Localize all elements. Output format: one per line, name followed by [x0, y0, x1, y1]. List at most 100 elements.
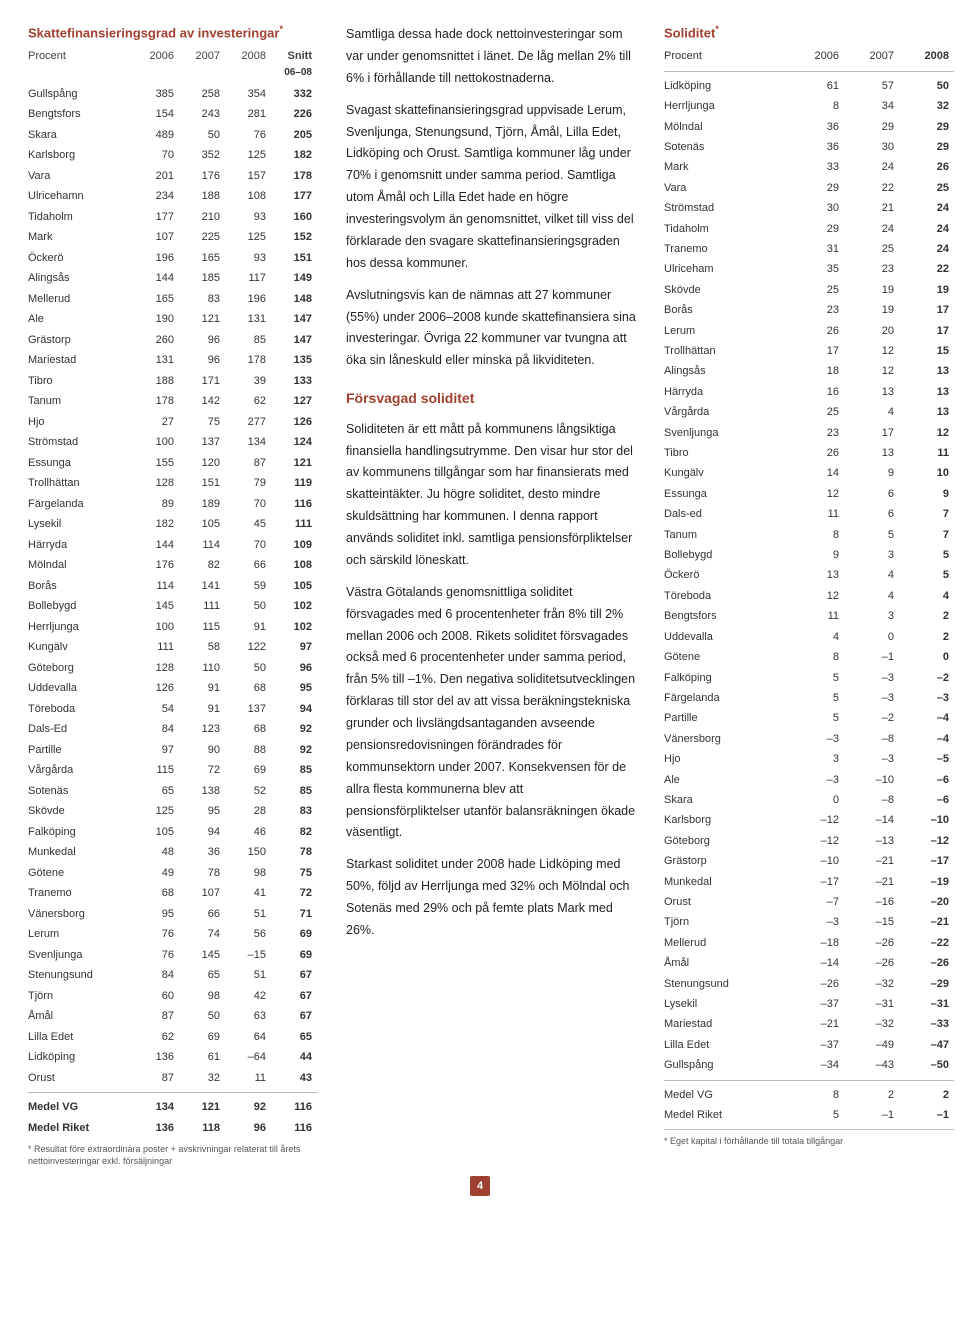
- table-row: Partille5–2–4: [664, 708, 954, 728]
- table-row: Öckerö19616593151: [28, 248, 318, 269]
- t1-col-2007: 2007: [174, 46, 220, 67]
- table-row: Orust87321143: [28, 1068, 318, 1089]
- table-row: Lysekil–37–31–31: [664, 994, 954, 1014]
- table-row: Färgelanda8918970116: [28, 494, 318, 515]
- table-row: Skara4895076205: [28, 125, 318, 146]
- t2-col-label: Procent: [664, 46, 784, 66]
- table-summary-row: Medel VG822: [664, 1085, 954, 1105]
- table-row: Töreboda1244: [664, 586, 954, 606]
- table-row: Falköping105944682: [28, 822, 318, 843]
- table-row: Stenungsund84655167: [28, 965, 318, 986]
- body-p3: Avslutningsvis kan de nämnas att 27 komm…: [346, 285, 636, 373]
- body-p6: Starkast soliditet under 2008 hade Lidkö…: [346, 854, 636, 942]
- table-row: Göteborg1281105096: [28, 658, 318, 679]
- table-row: Gullspång–34–43–50: [664, 1055, 954, 1075]
- table1-rule: [28, 1092, 318, 1093]
- t1-col-snitt: Snitt: [266, 46, 312, 67]
- table-row: Ale–3–10–6: [664, 770, 954, 790]
- table-row: Partille97908892: [28, 740, 318, 761]
- table-row: Hjo3–3–5: [664, 749, 954, 769]
- table-row: Alingsås181213: [664, 361, 954, 381]
- table-row: Essunga1269: [664, 484, 954, 504]
- subheading-soliditet: Försvagad soliditet: [346, 386, 636, 411]
- table-row: Lilla Edet62696465: [28, 1027, 318, 1048]
- table-row: Tidaholm292424: [664, 219, 954, 239]
- table-row: Mariestad–21–32–33: [664, 1014, 954, 1034]
- table-row: Härryda14411470109: [28, 535, 318, 556]
- table-row: Töreboda549113794: [28, 699, 318, 720]
- table-row: Borås231917: [664, 300, 954, 320]
- table-row: Skara0–8–6: [664, 790, 954, 810]
- table-row: Vänersborg–3–8–4: [664, 729, 954, 749]
- page-layout: Skattefinansieringsgrad av investeringar…: [28, 24, 932, 1168]
- table2-rule-top: [664, 71, 954, 72]
- table-row: Mellerud16583196148: [28, 289, 318, 310]
- column-right: Soliditet* Procent 2006 2007 2008 Lidköp…: [664, 24, 954, 1168]
- column-middle: Samtliga dessa hade dock nettoinvesterin…: [346, 24, 636, 1168]
- table-row: Bengtsfors154243281226: [28, 104, 318, 125]
- table2-rule-bot: [664, 1129, 954, 1130]
- table-row: Grästorp–10–21–17: [664, 851, 954, 871]
- table-row: Sotenäs363029: [664, 137, 954, 157]
- t1-col-2006: 2006: [128, 46, 174, 67]
- table-row: Tjörn60984267: [28, 986, 318, 1007]
- table-row: Trollhättan12815179119: [28, 473, 318, 494]
- table-summary-row: Medel Riket5–1–1: [664, 1105, 954, 1125]
- column-left: Skattefinansieringsgrad av investeringar…: [28, 24, 318, 1168]
- table-row: Vara292225: [664, 178, 954, 198]
- table-row: Skövde125952883: [28, 801, 318, 822]
- table-row: Karlsborg70352125182: [28, 145, 318, 166]
- table-row: Åmål–14–26–26: [664, 953, 954, 973]
- table-row: Herrljunga10011591102: [28, 617, 318, 638]
- table2-header: Procent 2006 2007 2008: [664, 46, 954, 66]
- table-row: Tibro18817139133: [28, 371, 318, 392]
- table-row: Götene49789875: [28, 863, 318, 884]
- table-row: Tranemo681074172: [28, 883, 318, 904]
- body-p4: Soliditeten är ett mått på kommunens lån…: [346, 419, 636, 572]
- t1-col-sub: 06–08: [266, 67, 312, 78]
- t2-col-2006: 2006: [784, 46, 839, 66]
- t1-col-label: Procent: [28, 46, 128, 67]
- table-row: Hjo2775277126: [28, 412, 318, 433]
- table-row: Åmål87506367: [28, 1006, 318, 1027]
- table-row: Vara201176157178: [28, 166, 318, 187]
- table-summary-row: Medel Riket13611896116: [28, 1118, 318, 1139]
- table-row: Uddevalla402: [664, 627, 954, 647]
- table-row: Alingsås144185117149: [28, 268, 318, 289]
- table1-footnote: * Resultat före extraordinära poster + a…: [28, 1144, 318, 1167]
- table-row: Ulriceham352322: [664, 259, 954, 279]
- t2-col-2007: 2007: [839, 46, 894, 66]
- table-row: Strömstad302124: [664, 198, 954, 218]
- table-row: Tanum857: [664, 525, 954, 545]
- table-row: Kungälv14910: [664, 463, 954, 483]
- table-row: Grästorp2609685147: [28, 330, 318, 351]
- table-row: Lysekil18210545111: [28, 514, 318, 535]
- table-row: Bollebygd14511150102: [28, 596, 318, 617]
- table-row: Falköping5–3–2: [664, 668, 954, 688]
- table-row: Stenungsund–26–32–29: [664, 974, 954, 994]
- table-row: Mölndal362929: [664, 117, 954, 137]
- table-row: Herrljunga83432: [664, 96, 954, 116]
- table-row: Gullspång385258354332: [28, 84, 318, 105]
- table-row: Karlsborg–12–14–10: [664, 810, 954, 830]
- table2-title: Soliditet*: [664, 24, 954, 40]
- table-row: Vänersborg95665171: [28, 904, 318, 925]
- table1-header: Procent 2006 2007 2008 Snitt 06–08: [28, 46, 318, 78]
- page-number-wrap: 4: [28, 1176, 932, 1196]
- table-row: Orust–7–16–20: [664, 892, 954, 912]
- table-row: Tanum17814262127: [28, 391, 318, 412]
- table-row: Lerum76745669: [28, 924, 318, 945]
- table-row: Uddevalla126916895: [28, 678, 318, 699]
- table-row: Ale190121131147: [28, 309, 318, 330]
- t1-col-2008: 2008: [220, 46, 266, 67]
- table-row: Tjörn–3–15–21: [664, 912, 954, 932]
- table-row: Dals-ed1167: [664, 504, 954, 524]
- table-row: Trollhättan171215: [664, 341, 954, 361]
- table-row: Tranemo312524: [664, 239, 954, 259]
- table-row: Bengtsfors1132: [664, 606, 954, 626]
- table-row: Mölndal1768266108: [28, 555, 318, 576]
- table-row: Lidköping13661–6444: [28, 1047, 318, 1068]
- table2-footer: Medel VG822Medel Riket5–1–1: [664, 1085, 954, 1126]
- table-row: Essunga15512087121: [28, 453, 318, 474]
- table-row: Lilla Edet–37–49–47: [664, 1035, 954, 1055]
